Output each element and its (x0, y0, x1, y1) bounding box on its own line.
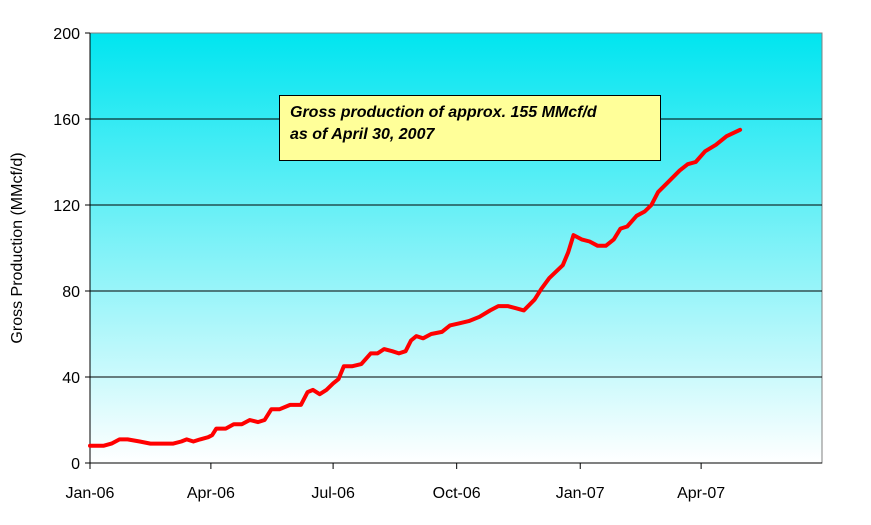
axes (85, 32, 822, 469)
annotation-line-2: as of April 30, 2007 (290, 126, 435, 143)
y-tick-label: 80 (62, 284, 80, 301)
y-axis-label: Gross Production (MMcf/d) (9, 152, 26, 343)
y-tick-label: 160 (53, 112, 80, 129)
x-tick-label: Jan-06 (66, 485, 115, 502)
y-tick-label: 200 (53, 26, 80, 43)
x-tick-label: Apr-06 (187, 485, 235, 502)
x-tick-label: Apr-07 (677, 485, 725, 502)
x-tick-label: Jul-06 (311, 485, 355, 502)
annotation-callout: Gross production of approx. 155 MMcf/d a… (279, 95, 661, 161)
annotation-line-1: Gross production of approx. 155 MMcf/d (290, 104, 597, 121)
x-tick-label: Oct-06 (433, 485, 481, 502)
y-tick-label: 40 (62, 370, 80, 387)
x-tick-label: Jan-07 (556, 485, 605, 502)
tick-labels: 0 40 80 120 160 200 Jan-06 Apr-06 Jul-06 Oct-06 Ja… (53, 26, 725, 502)
y-tick-label: 0 (71, 456, 80, 473)
y-tick-label: 120 (53, 198, 80, 215)
production-line (88, 127, 743, 448)
series-layer (88, 127, 743, 448)
